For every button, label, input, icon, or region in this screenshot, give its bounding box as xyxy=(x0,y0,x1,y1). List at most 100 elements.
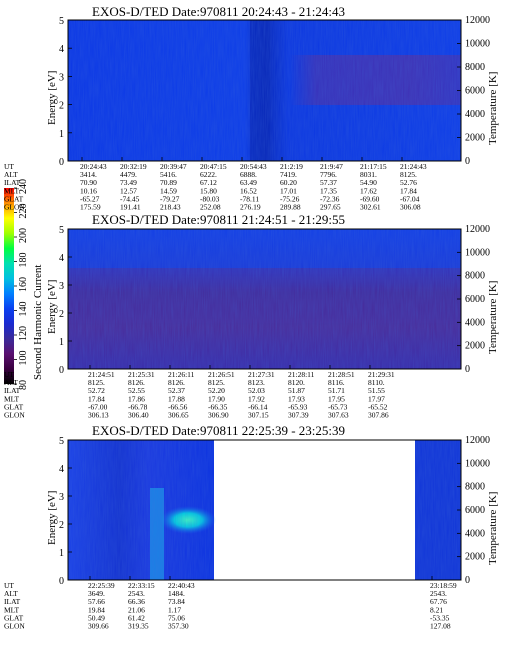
colorbar-tick-label: 100 xyxy=(18,351,29,366)
orbit-value: 17.86 xyxy=(128,394,145,403)
orbit-value: 8126. xyxy=(128,378,145,387)
orbit-value: 307.86 xyxy=(368,411,389,420)
orbit-value: 16.52 xyxy=(240,186,257,195)
orbit-value: 306.90 xyxy=(208,411,229,420)
y-tick-right-label: 10000 xyxy=(465,39,490,50)
colorbar: 80 100 120 140 160 180 200 220 240 Second Harmon… xyxy=(4,179,44,390)
orbit-value: 357.30 xyxy=(168,622,189,631)
orbit-value: 8116. xyxy=(328,378,345,387)
orbit-value: -75.26 xyxy=(280,194,300,203)
orbit-value: -67.00 xyxy=(88,402,108,411)
orbit-value: 63.49 xyxy=(240,178,257,187)
orbit-value: 191.41 xyxy=(120,203,141,212)
orbit-value: 8125. xyxy=(88,378,105,387)
orbit-value: 2543. xyxy=(430,589,447,598)
orbit-value: 57.37 xyxy=(320,178,337,187)
orbit-value: 8125. xyxy=(208,378,225,387)
y-tick-label: 5 xyxy=(59,16,64,27)
orbit-value: 14.59 xyxy=(160,186,177,195)
orbit-value: 51.71 xyxy=(328,386,345,395)
orbit-value: 17.01 xyxy=(280,186,297,195)
panel-2: EXOS-D/TED Date:970811 21:24:51 - 21:29:… xyxy=(4,212,499,420)
orbit-value: 17.62 xyxy=(360,186,377,195)
panel-2-ylabel: Energy [eV] xyxy=(46,280,58,334)
orbit-value: 61.42 xyxy=(128,613,145,622)
orbit-value: -66.14 xyxy=(248,402,268,411)
orbit-value: 52.03 xyxy=(248,386,265,395)
orbit-value: 307.15 xyxy=(248,411,269,420)
orbit-value: 17.35 xyxy=(320,186,337,195)
orbit-value: 2543. xyxy=(128,589,145,598)
y-tick-right-label: 6000 xyxy=(465,86,485,97)
orbit-value: 306.65 xyxy=(168,411,189,420)
panel-3-texture-left xyxy=(68,440,214,580)
colorbar-tick-label: 240 xyxy=(18,179,29,194)
orbit-value: 6888. xyxy=(240,170,257,179)
y-tick-label: 5 xyxy=(59,225,64,236)
orbit-value: 17.95 xyxy=(328,394,345,403)
orbit-value: 19.84 xyxy=(88,605,105,614)
panel-3-yticks: 0 1 2 3 4 5 xyxy=(59,436,72,587)
orbit-value: 8125. xyxy=(400,170,417,179)
orbit-row-label: MLT xyxy=(4,186,20,195)
orbit-value: -78.11 xyxy=(240,194,259,203)
panel-3: EXOS-D/TED Date:970811 22:25:39 - 23:25:… xyxy=(4,423,499,631)
y-tick-right-label: 2000 xyxy=(465,552,485,563)
orbit-row-label: UT xyxy=(4,581,14,590)
colorbar-tick-label: 220 xyxy=(18,204,29,219)
orbit-value: 51.55 xyxy=(368,386,385,395)
orbit-value: 4479. xyxy=(120,170,137,179)
orbit-value: 302.61 xyxy=(360,203,381,212)
orbit-row-label: ALT xyxy=(4,589,18,598)
orbit-row-label: UT xyxy=(4,162,14,171)
panel-1: EXOS-D/TED Date:970811 20:24:43 - 21:24:… xyxy=(4,4,499,212)
orbit-row-label: MLT xyxy=(4,605,20,614)
orbit-value: 307.39 xyxy=(288,411,309,420)
y-tick-right-label: 6000 xyxy=(465,294,485,305)
colorbar-strip xyxy=(4,188,14,384)
orbit-value: 8126. xyxy=(168,378,185,387)
orbit-value: 309.66 xyxy=(88,622,109,631)
y-tick-label: 0 xyxy=(59,157,64,168)
panel-3-texture-right xyxy=(415,440,461,580)
panel-1-orbit-table: UT 20:24:43 20:32:19 20:39:47 20:47:15 20:54:… xyxy=(4,157,427,212)
orbit-value: 70.89 xyxy=(160,178,177,187)
panel-2-title: EXOS-D/TED Date:970811 21:24:51 - 21:29:… xyxy=(92,212,345,227)
orbit-value: 21:2:19 xyxy=(280,162,303,171)
orbit-value: 21:27:31 xyxy=(248,370,275,379)
orbit-value: 67.76 xyxy=(430,597,447,606)
orbit-value: 8123. xyxy=(248,378,265,387)
y-tick-label: 4 xyxy=(59,464,64,475)
orbit-value: 21.06 xyxy=(128,605,145,614)
orbit-value: 52.55 xyxy=(128,386,145,395)
orbit-value: 52.20 xyxy=(208,386,225,395)
y-tick-right-label: 4000 xyxy=(465,528,485,539)
orbit-row-label: ALT xyxy=(4,378,18,387)
colorbar-tick-label: 140 xyxy=(18,302,29,317)
orbit-value: 52.76 xyxy=(400,178,417,187)
y-tick-right-label: 4000 xyxy=(465,317,485,328)
orbit-value: 17.92 xyxy=(248,394,265,403)
panel-1-yticks-right: 0 2000 4000 6000 8000 10000 12000 xyxy=(457,15,490,167)
orbit-value: 75.06 xyxy=(168,613,185,622)
orbit-value: 15.80 xyxy=(200,186,217,195)
colorbar-tick-label: 120 xyxy=(18,326,29,341)
orbit-value: 297.65 xyxy=(320,203,341,212)
orbit-value: 22:33:15 xyxy=(128,581,155,590)
orbit-value: 23:18:59 xyxy=(430,581,457,590)
orbit-value: 50.49 xyxy=(88,613,105,622)
orbit-value: -79.27 xyxy=(160,194,180,203)
y-tick-label: 5 xyxy=(59,436,64,447)
y-tick-right-label: 0 xyxy=(465,364,470,375)
orbit-value: 218.43 xyxy=(160,203,181,212)
orbit-value: 17.88 xyxy=(168,394,185,403)
orbit-value: 73.49 xyxy=(120,178,137,187)
orbit-value: 21:17:15 xyxy=(360,162,387,171)
orbit-value: 60.20 xyxy=(280,178,297,187)
orbit-value: 3414. xyxy=(80,170,97,179)
orbit-value: -65.52 xyxy=(368,402,388,411)
y-tick-label: 3 xyxy=(59,492,64,503)
orbit-value: 57.66 xyxy=(88,597,105,606)
orbit-value: 10.16 xyxy=(80,186,97,195)
orbit-value: 1.17 xyxy=(168,605,181,614)
